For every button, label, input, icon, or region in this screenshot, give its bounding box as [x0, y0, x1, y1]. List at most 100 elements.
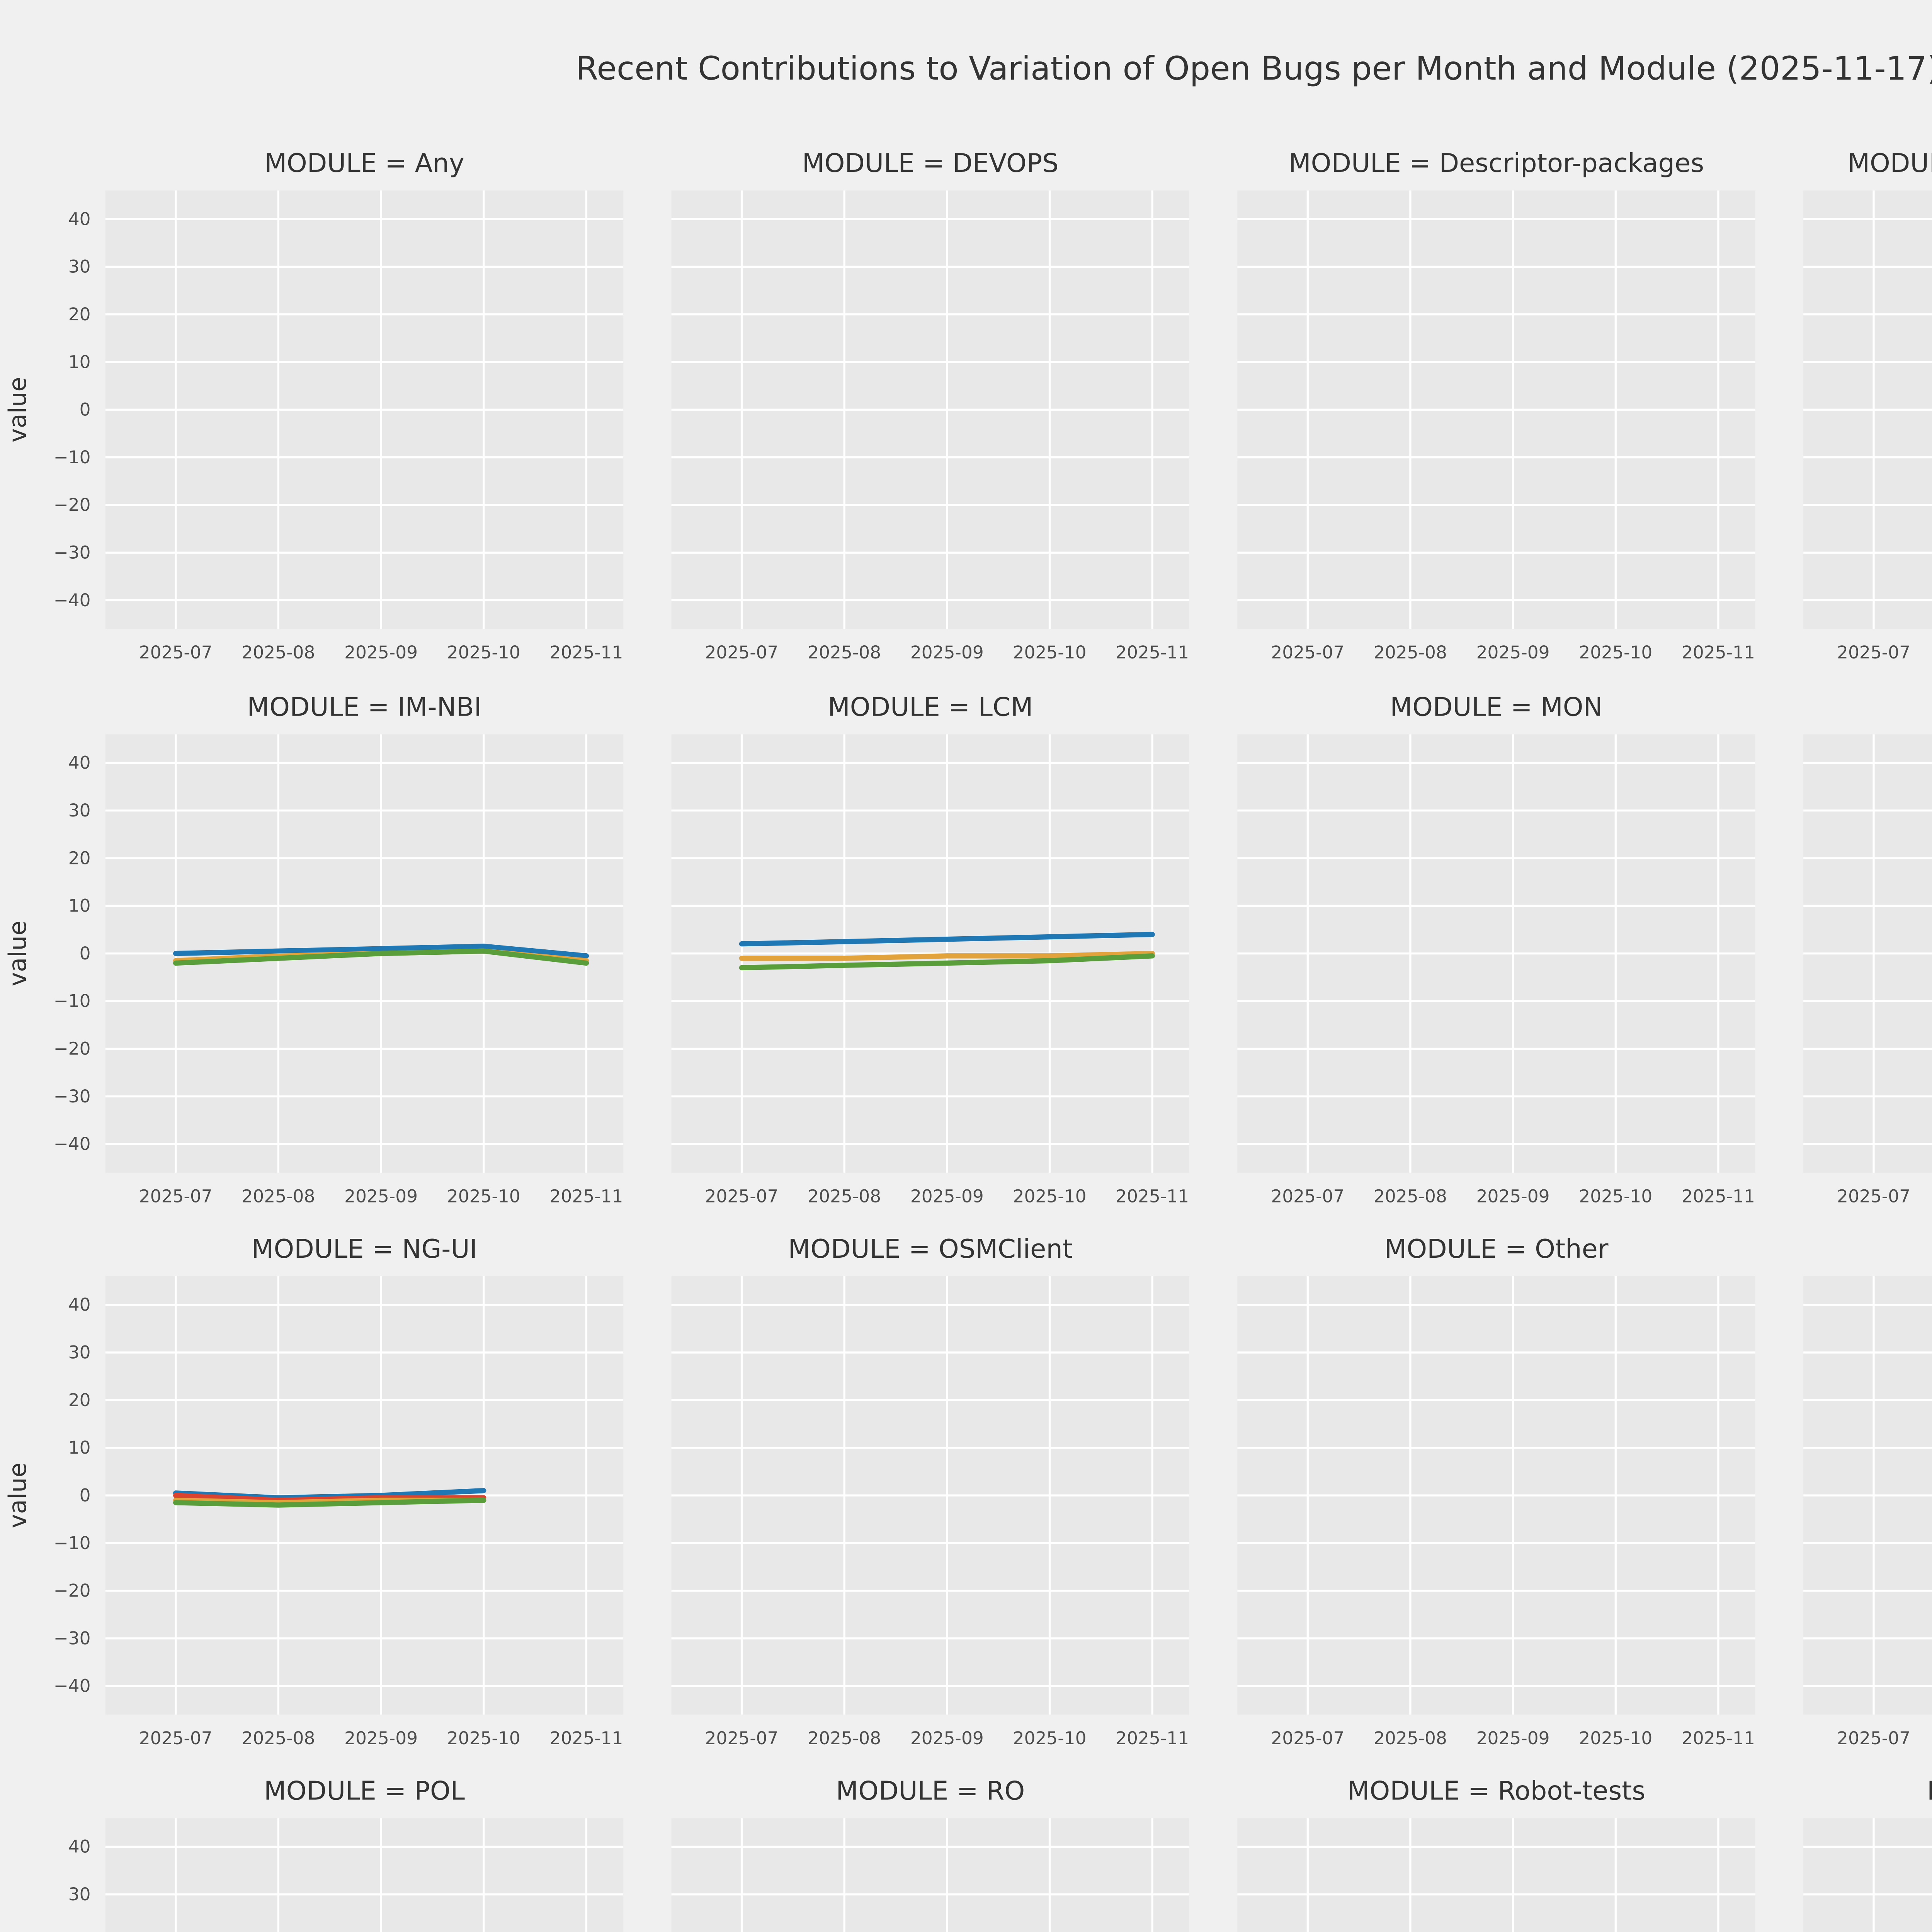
y-tick-label: 10: [68, 896, 91, 916]
x-tick-label: 2025-09: [1476, 1728, 1550, 1748]
y-tick-label: −20: [54, 1039, 91, 1059]
x-tick-label: 2025-10: [1579, 1728, 1652, 1748]
gridlines: [1237, 190, 1755, 629]
x-tick-label: 2025-11: [549, 1728, 623, 1748]
x-tick-label: 2025-11: [1682, 1186, 1755, 1206]
y-tick-label: 30: [68, 1884, 91, 1905]
x-tick-label: 2025-09: [344, 642, 418, 663]
x-tick-label: 2025-11: [1682, 642, 1755, 663]
facet-OSMClient: MODULE = OSMClient 2025-07 2025-08 2025-09 2…: [671, 1234, 1189, 1748]
axes-background: [1237, 1818, 1755, 1932]
facet-DEVOPS: MODULE = DEVOPS 2025-07 2025-08 2025-09 2025…: [671, 148, 1189, 663]
y-axis-label: value: [3, 921, 32, 986]
gridlines: [671, 1276, 1189, 1715]
y-tick-label: −30: [54, 1086, 91, 1107]
x-tick-label: 2025-09: [910, 1728, 984, 1748]
x-tick-label: 2025-08: [1374, 642, 1447, 663]
x-tick-label: 2025-10: [447, 1728, 520, 1748]
facet-title: MODULE = IM-NBI: [247, 692, 481, 722]
series-line-CLOSED: [173, 1497, 486, 1508]
y-tick-label: 40: [68, 753, 91, 773]
y-tick-label: −20: [54, 1580, 91, 1601]
x-tick-label: 2025-09: [910, 642, 984, 663]
gridlines: [671, 1818, 1189, 1932]
y-tick-label: 0: [80, 400, 91, 420]
x-tick-label: 2025-10: [1013, 642, 1087, 663]
x-tick-label: 2025-08: [242, 1728, 315, 1748]
x-tick-label: 2025-10: [447, 642, 520, 663]
y-tick-label: 10: [68, 1437, 91, 1458]
x-tick-label: 2025-11: [1116, 1728, 1189, 1748]
facet-title: MODULE = POL: [264, 1776, 465, 1806]
facet-Robot-tests: MODULE = Robot-tests2025-072025-082025-0…: [1237, 1776, 1755, 1932]
x-tick-label: 2025-07: [1837, 1186, 1910, 1206]
x-tick-label: 2025-07: [1271, 1186, 1344, 1206]
facet-title: MODULE = Robot-tests: [1347, 1776, 1646, 1806]
axes-background: [671, 1818, 1189, 1932]
y-axis-label: value: [3, 377, 32, 442]
x-tick-label: 2025-08: [1374, 1186, 1447, 1206]
facet-title: MODULE = MON: [1390, 692, 1602, 722]
x-tick-label: 2025-11: [549, 1186, 623, 1206]
x-tick-label: 2025-07: [705, 1728, 779, 1748]
y-tick-label: 30: [68, 800, 91, 821]
gridlines: [105, 1818, 624, 1932]
gridlines: [1237, 1818, 1755, 1932]
y-tick-label: 40: [68, 1837, 91, 1857]
facet-Any: MODULE = Any 2025-07 2025-08 2025-09 2025-10…: [3, 148, 624, 663]
facet-title: MODULE = NG-UI: [252, 1234, 478, 1264]
axes-background: [1803, 1818, 1932, 1932]
x-tick-label: 2025-07: [705, 642, 779, 663]
gridlines: [1803, 1276, 1932, 1715]
series-line-FALSE_CLOSED: [739, 951, 1155, 961]
facet-Documentation-Wiki: MODULE = Documentation / Wiki2025-072025…: [1803, 148, 1932, 663]
y-tick-label: −10: [54, 447, 91, 468]
gridlines: [1803, 1818, 1932, 1932]
x-tick-label: 2025-08: [242, 1186, 315, 1206]
x-tick-label: 2025-10: [447, 1186, 520, 1206]
series-line-OPENED: [173, 944, 589, 959]
facet-title: MODULE = Any: [264, 148, 464, 178]
y-tick-label: 0: [80, 943, 91, 964]
x-tick-label: 2025-08: [808, 642, 881, 663]
facet-NG-UI: MODULE = NG-UI 2025-07 2025-08 2025-09 2025-…: [3, 1234, 624, 1748]
facet-title: MODULE = DEVOPS: [802, 148, 1059, 178]
x-tick-label: 2025-08: [242, 642, 315, 663]
x-tick-label: 2025-11: [549, 642, 623, 663]
facet-title: MODULE = RO: [836, 1776, 1025, 1806]
y-tick-label: −30: [54, 1628, 91, 1648]
y-axis-label: value: [3, 1463, 32, 1528]
y-tick-label: 40: [68, 1294, 91, 1315]
y-tick-label: 30: [68, 1342, 91, 1363]
y-tick-label: 40: [68, 209, 91, 229]
facet-title: MODULE = Documentation / Wiki: [1847, 148, 1932, 178]
gridlines: [1803, 190, 1932, 629]
series-line-OPENED: [739, 932, 1155, 947]
y-tick-label: −20: [54, 495, 91, 515]
facet-title: MODULE = Descriptor-packages: [1289, 148, 1704, 178]
x-tick-label: 2025-07: [705, 1186, 779, 1206]
x-tick-label: 2025-10: [1013, 1186, 1087, 1206]
x-tick-label: 2025-10: [1579, 1186, 1652, 1206]
facet-Unknown: MODULE = Unknown2025-072025-082025-09202…: [1803, 1776, 1932, 1932]
x-tick-label: 2025-10: [1579, 642, 1652, 663]
chart-title: Recent Contributions to Variation of Ope…: [576, 52, 1932, 89]
x-tick-label: 2025-09: [344, 1728, 418, 1748]
x-tick-label: 2025-09: [344, 1186, 418, 1206]
x-tick-label: 2025-07: [139, 642, 213, 663]
y-tick-label: −30: [54, 543, 91, 563]
y-tick-label: 20: [68, 848, 91, 868]
x-tick-label: 2025-07: [1271, 1728, 1344, 1748]
gridlines: [105, 190, 624, 629]
series-line-CLOSED: [739, 953, 1155, 971]
facet-title: MODULE = Other: [1384, 1234, 1609, 1264]
y-tick-label: 20: [68, 1390, 91, 1410]
y-tick-label: −40: [54, 590, 91, 611]
y-tick-label: 30: [68, 257, 91, 277]
x-tick-label: 2025-08: [808, 1186, 881, 1206]
facet-MON: MODULE = MON 2025-07 2025-08 2025-09 2025-10…: [1237, 692, 1755, 1206]
x-tick-label: 2025-09: [1476, 642, 1550, 663]
axes-background: [105, 1818, 624, 1932]
